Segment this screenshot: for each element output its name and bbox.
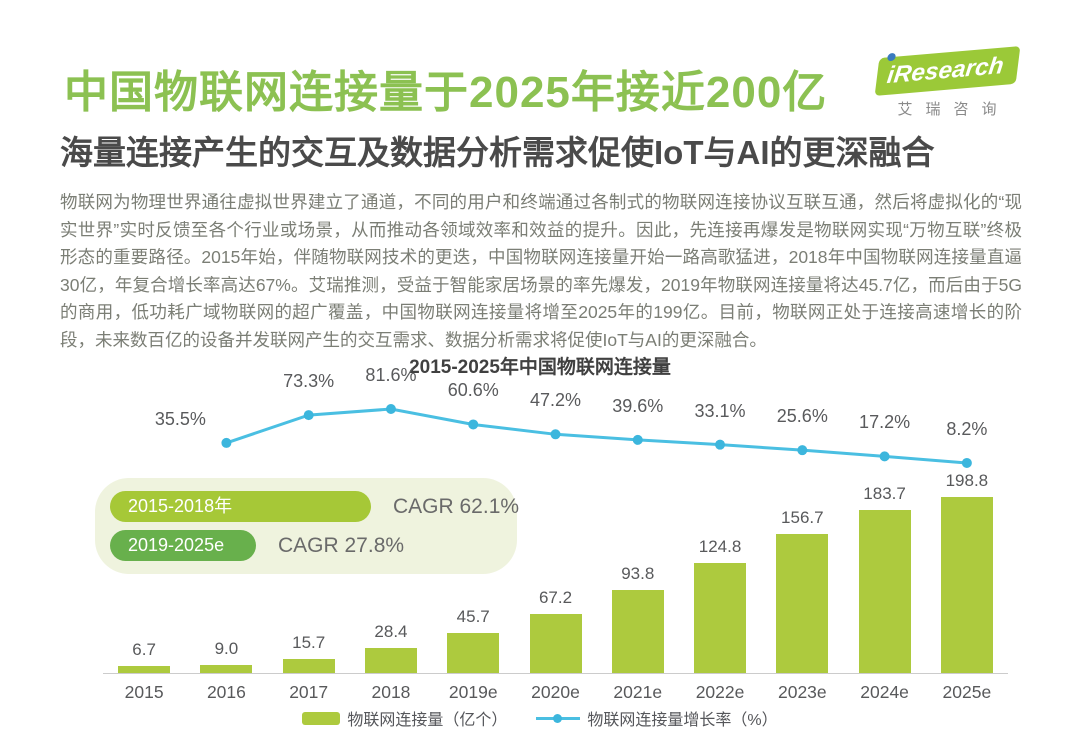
line-point (385, 404, 396, 415)
growth-rate-label: 8.2% (946, 418, 988, 439)
bar-value-label: 67.2 (538, 588, 573, 607)
x-axis-label: 2019e (448, 682, 498, 702)
line-point (550, 429, 561, 440)
line-point (303, 410, 314, 421)
bar (940, 497, 993, 673)
bar (200, 665, 253, 673)
line-point (879, 451, 890, 462)
bar (447, 633, 500, 673)
growth-rate-label: 39.6% (612, 395, 664, 416)
bar (529, 614, 582, 673)
x-axis-label: 2025e (942, 682, 992, 702)
bar-value-label: 198.8 (945, 471, 989, 490)
bar (858, 510, 911, 673)
bar (694, 563, 747, 673)
x-axis-label: 2018 (371, 682, 411, 702)
line-point (221, 437, 232, 448)
bar (776, 534, 829, 673)
iresearch-logo: iResearch 艾瑞咨询 (872, 46, 1022, 119)
x-axis-label: 2020e (531, 682, 580, 702)
cagr-annotation-box: 2015-2018年 CAGR 62.1% 2019-2025e CAGR 27… (95, 478, 519, 574)
growth-rate-label: 81.6% (365, 365, 417, 386)
x-axis-label: 2015 (124, 682, 164, 702)
x-axis-label: 2017 (289, 682, 329, 702)
page-subtitle: 海量连接产生的交互及数据分析需求促使IoT与AI的更深融合 (60, 134, 935, 171)
growth-rate-label: 17.2% (859, 412, 911, 433)
x-axis-label: 2024e (860, 682, 909, 702)
bar (364, 648, 417, 673)
line-point (797, 445, 808, 456)
cagr-row-2015-2018: 2015-2018年 CAGR 62.1% (110, 491, 519, 522)
line-point (632, 434, 643, 445)
logo-brand-chinese: 艾瑞咨询 (897, 101, 1010, 118)
growth-rate-label: 33.1% (694, 400, 746, 421)
chart-title: 2015-2025年中国物联网连接量 (409, 357, 671, 378)
growth-rate-label: 60.6% (447, 380, 499, 401)
x-axis-label: 2016 (206, 682, 246, 702)
bar-value-label: 28.4 (374, 622, 408, 641)
bar (118, 666, 171, 673)
legend-bar-label: 物联网连接量（亿个） (347, 712, 508, 729)
line-point (715, 439, 726, 450)
bar-value-label: 45.7 (456, 607, 490, 626)
cagr-row-2019-2025e: 2019-2025e CAGR 27.8% (110, 530, 404, 561)
x-axis-line (103, 673, 1008, 674)
legend-line-label: 物联网连接量增长率（%） (587, 712, 778, 729)
bar-value-label: 15.7 (292, 633, 326, 652)
x-axis-label: 2021e (613, 682, 663, 702)
x-axis-label: 2023e (777, 682, 827, 702)
bar (611, 590, 664, 673)
bar (282, 659, 335, 673)
legend-line-swatch-icon (536, 712, 581, 725)
cagr-period-pill: 2015-2018年 (110, 491, 371, 522)
x-axis-label: 2022e (695, 682, 745, 702)
line-point (468, 419, 479, 430)
bar-value-label: 124.8 (698, 537, 742, 556)
legend-bar-swatch-icon (302, 711, 341, 725)
bar-value-label: 93.8 (621, 564, 655, 583)
page-title: 中国物联网连接量于2025年接近200亿 (64, 68, 828, 117)
bar-value-label: 6.7 (132, 640, 156, 659)
growth-rate-label: 73.3% (283, 371, 335, 392)
growth-rate-label: 35.5% (154, 408, 206, 429)
growth-rate-label: 47.2% (529, 390, 582, 411)
growth-rate-label: 25.6% (776, 406, 828, 427)
bar-value-label: 9.0 (214, 639, 239, 658)
cagr-value-text: CAGR 62.1% (393, 494, 520, 518)
chart-legend: 物联网连接量（亿个） 物联网连接量增长率（%） (0, 706, 1080, 730)
line-point (961, 457, 972, 468)
bar-value-label: 183.7 (863, 484, 906, 503)
bar-value-label: 156.7 (781, 508, 824, 527)
cagr-value-text: CAGR 27.8% (278, 533, 405, 557)
cagr-period-pill: 2019-2025e (110, 530, 256, 561)
intro-paragraph: 物联网为物理世界通往虚拟世界建立了通道，不同的用户和终端通过各制式的物联网连接协… (60, 192, 1022, 350)
